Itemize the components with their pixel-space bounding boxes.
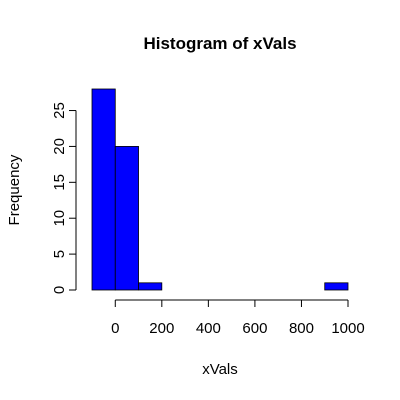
y-tick-label: 15 — [51, 174, 68, 191]
x-tick-label: 1000 — [331, 320, 364, 337]
histogram-bar — [324, 282, 349, 291]
x-tick-label: 0 — [111, 320, 119, 337]
x-axis: 0 200 400 600 800 1000 — [111, 299, 365, 337]
histogram-bar — [114, 146, 139, 291]
x-tick-label: 800 — [289, 320, 314, 337]
x-axis-label: xVals — [202, 361, 238, 378]
y-tick-label: 5 — [51, 250, 68, 258]
x-tick-label: 600 — [242, 320, 267, 337]
y-axis: 0 5 10 15 20 25 — [51, 102, 77, 294]
bars-group — [91, 88, 349, 291]
chart-title: Histogram of xVals — [143, 34, 296, 53]
y-tick-label: 20 — [51, 138, 68, 155]
y-axis-label: Frequency — [6, 154, 23, 225]
x-tick-label: 200 — [149, 320, 174, 337]
y-tick-label: 10 — [51, 210, 68, 227]
y-tick-label: 25 — [51, 102, 68, 119]
histogram-bar — [138, 282, 163, 291]
y-tick-label: 0 — [51, 286, 68, 294]
x-tick-label: 400 — [196, 320, 221, 337]
histogram-bar — [91, 88, 116, 291]
